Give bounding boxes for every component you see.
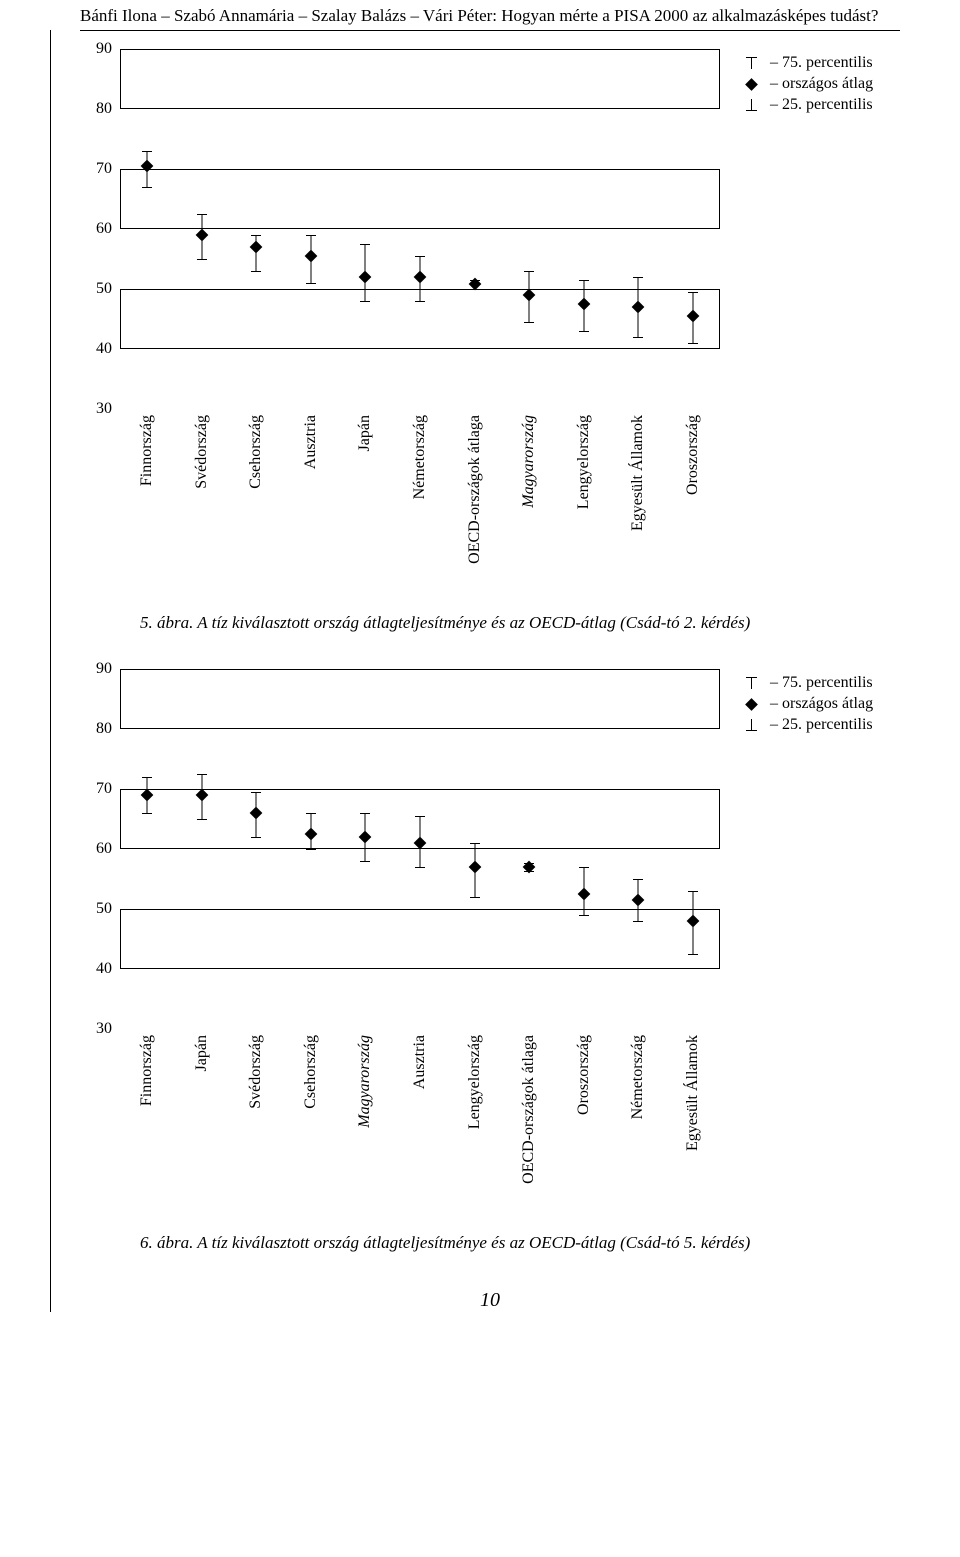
- figure-5-x-axis: FinnországSvédországCsehországAusztriaJa…: [120, 409, 900, 599]
- figure-6-plot-row: 90807060504030: [80, 669, 900, 1029]
- legend-p75-label: – 75. percentilis: [770, 674, 873, 692]
- figure-6-body: – 75. percentilis – országos átlag – 25.…: [120, 669, 900, 1029]
- legend-spacer: [720, 409, 900, 599]
- legend-mean: – országos átlag: [740, 75, 900, 93]
- x-label: Oroszország: [665, 409, 720, 599]
- figure-6-x-axis: FinnországJapánSvédországCsehországMagya…: [120, 1029, 900, 1219]
- page: Bánfi Ilona – Szabó Annamária – Szalay B…: [0, 0, 960, 1352]
- x-label: Magyarország: [502, 409, 557, 599]
- x-label: Oroszország: [556, 1029, 611, 1219]
- legend-mean-icon: [740, 76, 762, 92]
- header-text: Bánfi Ilona – Szabó Annamária – Szalay B…: [80, 6, 878, 25]
- legend-mean-label: – országos átlag: [770, 75, 873, 93]
- legend-p25-icon: [740, 717, 762, 733]
- legend-mean-icon: [740, 696, 762, 712]
- x-label: Németország: [611, 1029, 666, 1219]
- figure-5: 90807060504030: [80, 49, 900, 633]
- legend-p25-label: – 25. percentilis: [770, 716, 873, 734]
- legend-p25: – 25. percentilis: [740, 96, 900, 114]
- x-label: Magyarország: [338, 1029, 393, 1219]
- x-label: Finnország: [120, 1029, 175, 1219]
- figure-6: 90807060504030: [80, 669, 900, 1253]
- x-label: Lengyelország: [447, 1029, 502, 1219]
- figure-6-legend: – 75. percentilis – országos átlag – 25.…: [720, 669, 900, 737]
- x-label: Japán: [175, 1029, 230, 1219]
- figure-5-plot-row: 90807060504030: [80, 49, 900, 409]
- legend-p75: – 75. percentilis: [740, 674, 900, 692]
- x-label: Csehország: [284, 1029, 339, 1219]
- x-label: Svédország: [229, 1029, 284, 1219]
- x-label: Csehország: [229, 409, 284, 599]
- page-number: 10: [80, 1289, 900, 1312]
- x-label: Egyesült Államok: [611, 409, 666, 599]
- x-label: Ausztria: [393, 1029, 448, 1219]
- legend-p25-icon: [740, 97, 762, 113]
- figure-5-y-axis: 90807060504030: [80, 49, 120, 409]
- legend-p75-icon: [740, 675, 762, 691]
- legend-spacer: [720, 1029, 900, 1219]
- figure-5-legend: – 75. percentilis – országos átlag – 25.…: [720, 49, 900, 117]
- legend-mean-label: – országos átlag: [770, 695, 873, 713]
- running-header: Bánfi Ilona – Szabó Annamária – Szalay B…: [80, 0, 900, 31]
- legend-p75: – 75. percentilis: [740, 54, 900, 72]
- x-label: Ausztria: [284, 409, 339, 599]
- legend-mean: – országos átlag: [740, 695, 900, 713]
- legend-p25: – 25. percentilis: [740, 716, 900, 734]
- figure-6-plot-area: [120, 669, 720, 1029]
- x-label: Svédország: [175, 409, 230, 599]
- x-label: Japán: [338, 409, 393, 599]
- x-label: OECD-országok átlaga: [447, 409, 502, 599]
- legend-p25-label: – 25. percentilis: [770, 96, 873, 114]
- figure-5-x-labels: FinnországSvédországCsehországAusztriaJa…: [120, 409, 720, 599]
- legend-p75-icon: [740, 55, 762, 71]
- legend-p75-label: – 75. percentilis: [770, 54, 873, 72]
- figure-5-caption: 5. ábra. A tíz kiválasztott ország átlag…: [140, 613, 900, 633]
- figure-6-caption: 6. ábra. A tíz kiválasztott ország átlag…: [140, 1233, 900, 1253]
- x-label: OECD-országok átlaga: [502, 1029, 557, 1219]
- x-label: Lengyelország: [556, 409, 611, 599]
- x-label: Egyesült Államok: [665, 1029, 720, 1219]
- figure-6-x-labels: FinnországJapánSvédországCsehországMagya…: [120, 1029, 720, 1219]
- x-label: Finnország: [120, 409, 175, 599]
- figure-5-body: – 75. percentilis – országos átlag – 25.…: [120, 49, 900, 409]
- series: [120, 49, 720, 409]
- figure-6-y-axis: 90807060504030: [80, 669, 120, 1029]
- x-label: Németország: [393, 409, 448, 599]
- series: [120, 669, 720, 1029]
- left-rule: [50, 30, 51, 1312]
- figure-5-plot-area: [120, 49, 720, 409]
